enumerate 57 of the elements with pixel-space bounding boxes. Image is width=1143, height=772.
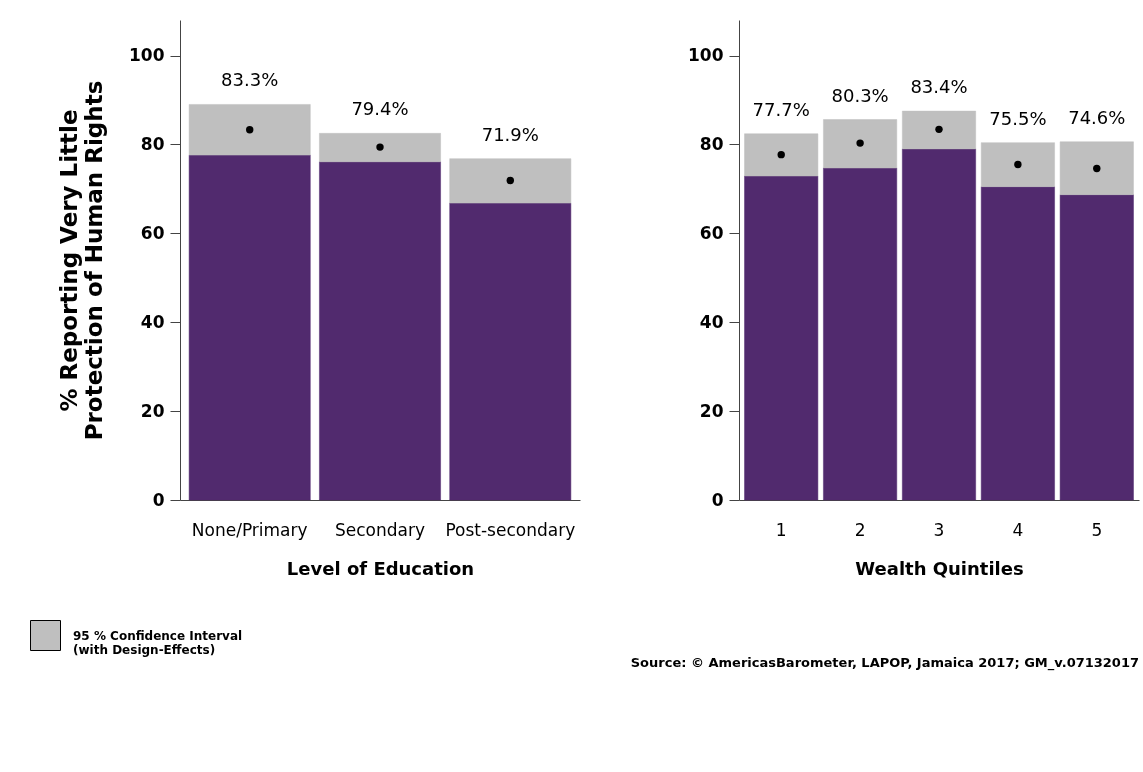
- point: [856, 139, 864, 147]
- data-label: 77.7%: [752, 98, 810, 120]
- bar: [449, 202, 572, 501]
- point: [935, 125, 943, 134]
- bar: [902, 148, 976, 501]
- data-label: 79.4%: [351, 98, 409, 120]
- y-tick-label: 0: [152, 489, 165, 510]
- bar: [1059, 194, 1134, 501]
- bar: [980, 186, 1055, 501]
- x-tick-label: Secondary: [334, 519, 426, 540]
- data-label: 83.3%: [221, 69, 279, 91]
- bar: [188, 154, 311, 501]
- data-label: 80.3%: [831, 84, 889, 106]
- bar: [1059, 141, 1134, 195]
- y-tick-label: 0: [711, 489, 724, 510]
- bar: [744, 175, 819, 501]
- data-label: 71.9%: [481, 123, 539, 145]
- data-label: 83.4%: [910, 76, 968, 98]
- source-note: Source: © AmericasBarometer, LAPOP, Jamaica 2017; GM_v.07132017: [630, 655, 1139, 671]
- x-axis-title: Wealth Quintiles: [855, 557, 1024, 579]
- x-tick-label: 4: [1012, 519, 1024, 540]
- y-tick-label: 100: [688, 45, 724, 66]
- bar: [823, 167, 898, 501]
- bar: [319, 161, 441, 501]
- x-tick-label: 3: [933, 519, 945, 540]
- y-tick-label: 100: [129, 45, 165, 66]
- x-tick-label: 2: [854, 519, 866, 540]
- bar: [744, 133, 819, 177]
- data-label: 74.6%: [1068, 106, 1126, 128]
- bar: [449, 158, 572, 204]
- bar: [980, 142, 1055, 187]
- bar: [188, 104, 311, 156]
- y-tick-label: 20: [699, 400, 724, 421]
- point: [1093, 164, 1101, 173]
- y-tick-label: 80: [140, 133, 165, 154]
- x-tick-label: 5: [1091, 519, 1103, 540]
- point: [1014, 160, 1022, 169]
- point: [376, 143, 384, 151]
- y-tick-label: 60: [140, 222, 165, 243]
- y-tick-label: 40: [140, 311, 165, 332]
- bar: [902, 110, 976, 150]
- point: [777, 150, 785, 159]
- y-tick-label: 60: [699, 222, 724, 243]
- y-axis-title: % Reporting Very Little Protection of Human Rights: [56, 80, 108, 441]
- x-tick-label: None/Primary: [191, 519, 308, 540]
- x-tick-label: 1: [775, 519, 787, 540]
- text: 95 % Confidence Interval (with Design-Effects): [73, 628, 243, 657]
- point: [246, 126, 254, 134]
- point: [506, 176, 514, 185]
- x-axis-title: Level of Education: [286, 557, 475, 579]
- bar: [823, 119, 898, 169]
- data-label: 75.5%: [989, 107, 1047, 129]
- y-tick-label: 80: [699, 133, 724, 154]
- y-tick-label: 20: [140, 400, 165, 421]
- x-tick-label: Post-secondary: [445, 519, 576, 540]
- bar: [319, 133, 441, 163]
- y-tick-label: 40: [699, 311, 724, 332]
